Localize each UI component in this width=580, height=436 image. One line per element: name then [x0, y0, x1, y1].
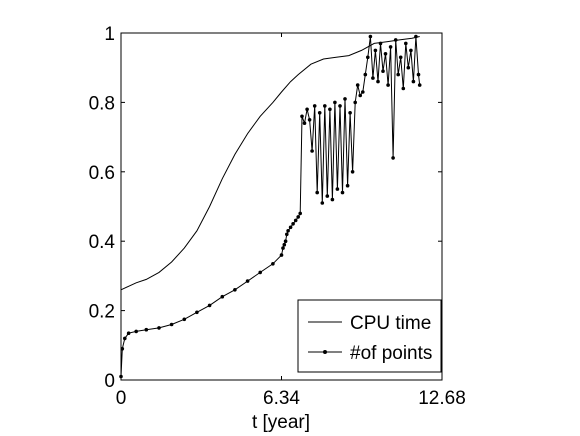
- x-tick-label: 6.34: [263, 388, 300, 409]
- data-point-of-points: [378, 41, 383, 46]
- data-point-of-points: [120, 347, 125, 351]
- y-tick-label: 0.2: [89, 302, 115, 323]
- data-point-of-points: [123, 336, 127, 341]
- legend-box: [297, 299, 442, 373]
- data-point-of-points: [296, 215, 301, 219]
- data-point-of-points: [345, 183, 350, 188]
- legend-marker-of-points: [323, 350, 327, 354]
- legend-label-of-points: #of points: [350, 343, 432, 364]
- data-point-of-points: [414, 34, 418, 39]
- data-point-of-points: [144, 327, 149, 332]
- data-point-of-points: [416, 72, 421, 77]
- x-tick-label: 0: [116, 388, 127, 409]
- data-point-of-points: [134, 329, 138, 334]
- legend: CPU time #of points: [297, 299, 442, 373]
- data-point-of-points: [381, 69, 385, 73]
- data-point-of-points: [325, 194, 330, 198]
- data-point-of-points: [391, 156, 395, 160]
- data-point-of-points: [409, 48, 413, 53]
- data-point-of-points: [279, 253, 284, 257]
- data-point-of-points: [361, 90, 365, 94]
- data-point-of-points: [343, 97, 347, 101]
- data-point-of-points: [307, 118, 312, 122]
- data-point-of-points: [207, 303, 212, 308]
- data-point-of-points: [386, 83, 390, 87]
- data-point-of-points: [368, 34, 373, 39]
- data-point-of-points: [393, 38, 398, 42]
- y-tick-label: 1: [104, 24, 115, 45]
- data-point-of-points: [317, 111, 322, 115]
- data-point-of-points: [406, 65, 411, 70]
- data-point-of-points: [310, 149, 314, 153]
- data-point-of-points: [305, 107, 309, 112]
- data-point-of-points: [233, 288, 237, 292]
- series-layer: [119, 34, 422, 379]
- y-tick-label: 0.6: [89, 163, 115, 184]
- y-tick-label: 0.8: [89, 93, 115, 114]
- data-point-of-points: [401, 86, 406, 91]
- y-tick-label: 0: [104, 371, 115, 392]
- data-point-of-points: [396, 72, 401, 77]
- data-point-of-points: [323, 104, 327, 108]
- data-point-of-points: [258, 270, 263, 275]
- data-point-of-points: [283, 239, 288, 243]
- data-point-of-points: [300, 114, 304, 119]
- data-point-of-points: [330, 197, 335, 202]
- y-tick-label: 0.4: [89, 232, 116, 253]
- data-point-of-points: [182, 317, 187, 322]
- data-point-of-points: [281, 246, 285, 250]
- data-point-of-points: [302, 121, 307, 125]
- legend-label-cpu-time: CPU time: [350, 313, 431, 334]
- data-point-of-points: [169, 322, 174, 327]
- data-point-of-points: [285, 232, 289, 237]
- data-point-of-points: [195, 310, 199, 315]
- data-point-of-points: [366, 55, 370, 60]
- data-point-of-points: [220, 294, 225, 299]
- data-point-of-points: [333, 100, 337, 105]
- data-point-of-points: [320, 201, 325, 205]
- data-point-of-points: [350, 170, 355, 174]
- data-point-of-points: [348, 111, 352, 115]
- data-point-of-points: [126, 331, 131, 336]
- data-point-of-points: [298, 211, 303, 216]
- data-point-of-points: [383, 52, 388, 56]
- data-point-of-points: [288, 225, 293, 230]
- data-point-of-points: [291, 222, 295, 226]
- data-point-of-points: [398, 55, 403, 60]
- data-point-of-points: [417, 83, 422, 87]
- data-point-of-points: [328, 107, 332, 112]
- x-tick-label: 12.68: [418, 388, 466, 409]
- axis-layer: 0 6.34 12.68 0 0.2 0.4 0.6 0.8 1: [89, 24, 466, 409]
- data-point-of-points: [388, 45, 393, 49]
- data-point-of-points: [340, 190, 345, 195]
- data-point-of-points: [315, 190, 320, 195]
- data-point-of-points: [353, 100, 358, 105]
- data-point-of-points: [376, 79, 380, 84]
- data-point-of-points: [404, 41, 408, 46]
- data-point-of-points: [293, 218, 298, 223]
- data-point-of-points: [312, 104, 317, 108]
- data-point-of-points: [282, 242, 287, 247]
- series-line-cpu-time: [120, 36, 420, 291]
- x-axis-title: t [year]: [252, 412, 310, 433]
- data-point-of-points: [335, 187, 340, 191]
- data-point-of-points: [271, 262, 275, 266]
- data-point-of-points: [371, 76, 375, 80]
- data-point-of-points: [363, 72, 368, 77]
- data-point-of-points: [373, 48, 378, 53]
- data-point-of-points: [286, 229, 290, 233]
- data-point-of-points: [338, 104, 342, 108]
- data-point-of-points: [355, 83, 360, 87]
- data-point-of-points: [157, 326, 161, 330]
- data-point-of-points: [245, 279, 250, 283]
- data-point-of-points: [358, 93, 363, 98]
- data-point-of-points: [411, 79, 416, 84]
